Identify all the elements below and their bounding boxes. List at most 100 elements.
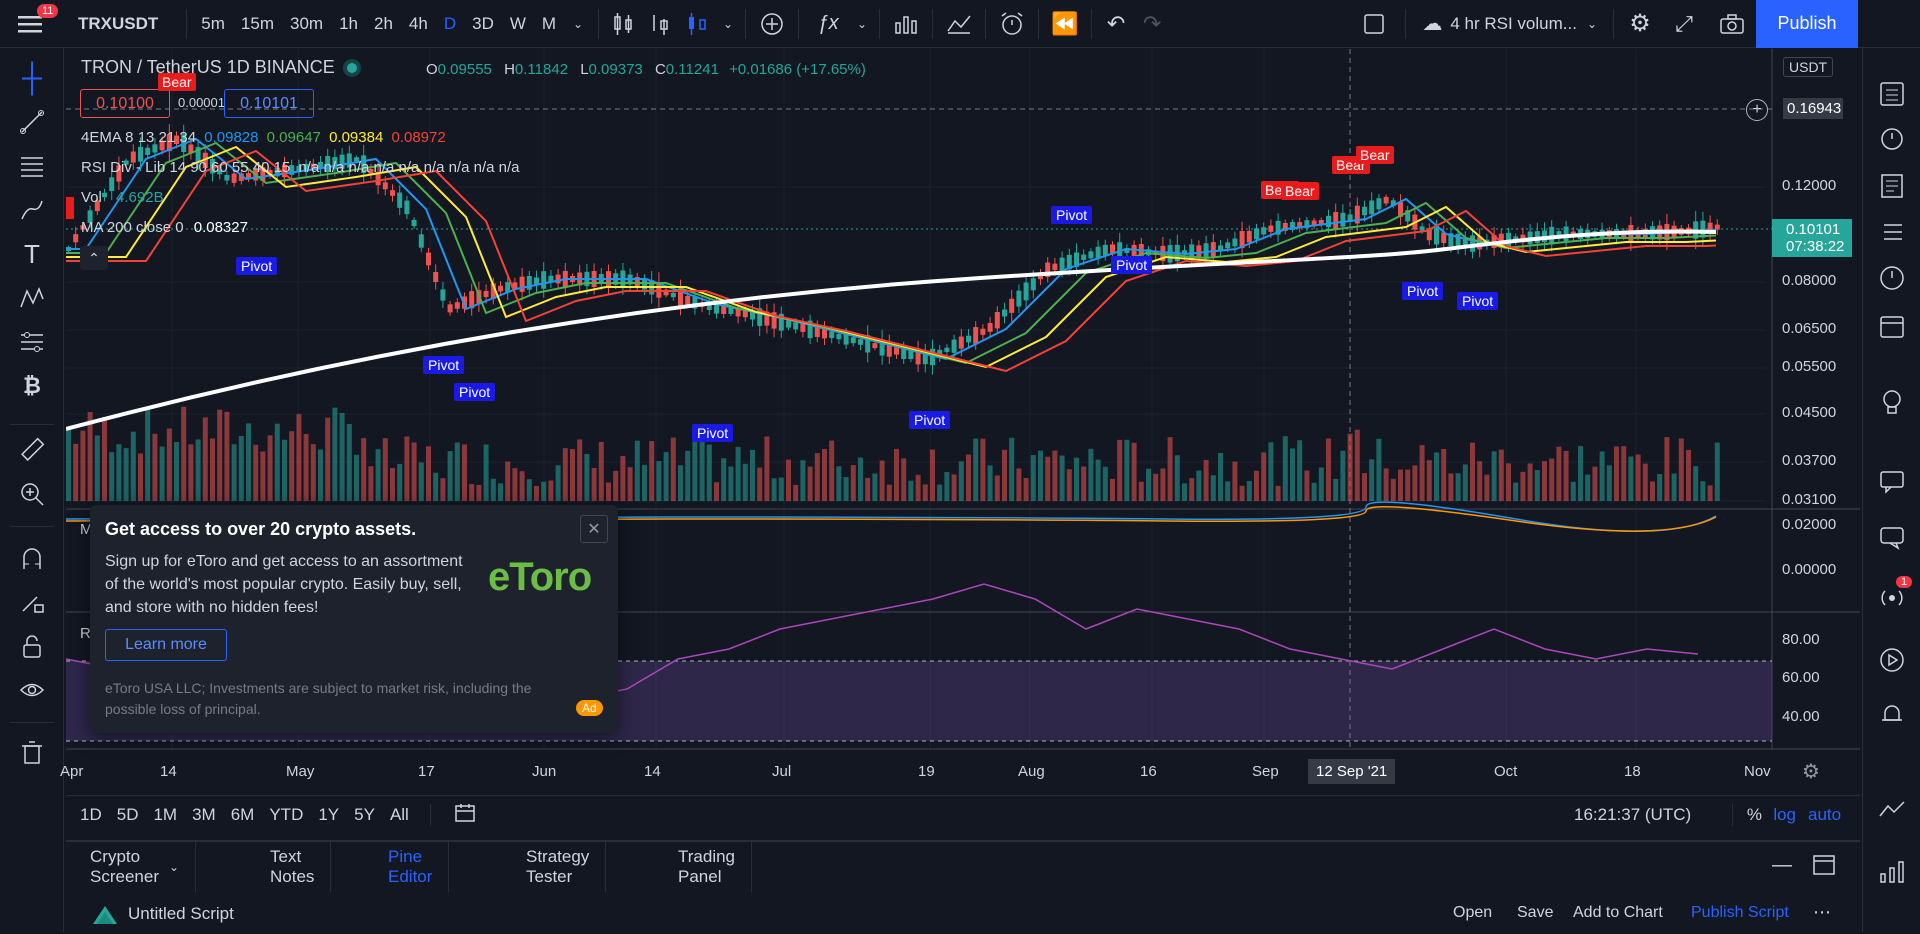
indicators-button[interactable]: ƒx (805, 0, 851, 48)
interval-4h[interactable]: 4h (408, 13, 428, 33)
measure-tool[interactable] (14, 432, 50, 468)
hide-tool[interactable] (14, 672, 50, 708)
interval-5m[interactable]: 5m (201, 13, 225, 33)
interval-15m[interactable]: 15m (240, 13, 274, 33)
interval-d[interactable]: D (443, 13, 457, 33)
minimize-panel-button[interactable]: — (1772, 854, 1792, 877)
fib-tool[interactable] (14, 148, 50, 184)
trend-line-tool[interactable] (14, 104, 50, 140)
range-1d[interactable]: 1D (80, 805, 102, 824)
tab-trading-panel[interactable]: Trading Panel (662, 842, 753, 892)
text-tool[interactable]: T (14, 236, 50, 272)
script-name[interactable]: Untitled Script (128, 904, 234, 923)
notifications-button[interactable]: 1 (1876, 576, 1913, 614)
bitcoin-tool[interactable]: ₿ (14, 368, 50, 404)
pattern-tool[interactable] (14, 280, 50, 316)
watchlist-button[interactable] (1876, 78, 1908, 110)
tab-text-notes[interactable]: Text Notes (254, 842, 332, 892)
script-add-to-chart-button[interactable]: Add to Chart (1573, 904, 1663, 921)
prediction-tool[interactable] (14, 324, 50, 360)
range-5d[interactable]: 5D (116, 805, 139, 824)
stay-drawing-tool[interactable] (14, 584, 50, 620)
ad-close-button[interactable]: ✕ (580, 515, 608, 543)
script-more-button[interactable]: ⋯ (1813, 902, 1831, 923)
hotlists-button[interactable] (1876, 216, 1908, 248)
range-3m[interactable]: 3M (192, 805, 216, 824)
goto-date-button[interactable] (454, 802, 476, 830)
tab-crypto-screener[interactable]: Crypto Screener ⌄ (74, 842, 197, 892)
ideas-button[interactable] (1876, 386, 1908, 418)
collapse-legend-button[interactable]: ⌃ (80, 246, 108, 270)
script-publish-button[interactable]: Publish Script (1691, 904, 1789, 921)
buy-button[interactable]: 0.10101 (224, 89, 314, 118)
alerts-button[interactable] (1876, 122, 1908, 154)
range-6m[interactable]: 6M (230, 805, 255, 824)
replay-button[interactable]: ⏪ (1045, 0, 1085, 48)
interval-3d[interactable]: 3D (472, 13, 494, 33)
range-ytd[interactable]: YTD (269, 805, 304, 824)
settings-button[interactable]: ⚙ (1620, 0, 1660, 48)
help-button[interactable] (1876, 698, 1908, 730)
calendar-button[interactable] (1876, 262, 1908, 294)
learn-more-button[interactable]: Learn more (105, 629, 227, 661)
clock-display[interactable]: 16:21:37 (UTC) (1574, 805, 1692, 824)
script-save-button[interactable]: Save (1517, 904, 1554, 921)
undo-button[interactable]: ↶ (1098, 0, 1134, 48)
fullscreen-layout-button[interactable] (1349, 0, 1399, 48)
interval-m[interactable]: M (541, 13, 557, 33)
log-scale-button[interactable]: log (1773, 805, 1796, 824)
signals-button[interactable] (1876, 856, 1908, 888)
fullscreen-button[interactable]: ⤢ (1660, 0, 1708, 48)
sell-button[interactable]: 0.10100 (80, 89, 170, 118)
live-button[interactable] (1876, 644, 1908, 676)
interval-dropdown[interactable]: ⌄ (564, 0, 592, 48)
symbol-search[interactable]: TRXUSDT (78, 13, 159, 33)
candles-style-button[interactable] (605, 0, 641, 48)
trading-panel-button[interactable] (1876, 794, 1908, 826)
zoom-tool[interactable] (14, 476, 50, 512)
redo-button[interactable]: ↷ (1134, 0, 1170, 48)
alert-button[interactable] (992, 0, 1032, 48)
economic-calendar-button[interactable] (1876, 310, 1908, 342)
candle-body (1290, 222, 1295, 230)
interval-2h[interactable]: 2h (373, 13, 393, 33)
publish-button[interactable]: Publish (1756, 0, 1858, 48)
tab-pine-editor[interactable]: Pine Editor (372, 842, 450, 892)
brush-tool[interactable] (14, 192, 50, 228)
add-alert-plus-button[interactable]: + (1746, 99, 1768, 121)
remove-drawings-tool[interactable] (14, 734, 50, 770)
lock-tool[interactable] (14, 628, 50, 664)
streams-button[interactable] (1876, 466, 1908, 498)
templates-button[interactable] (939, 0, 979, 48)
volume-bar (483, 444, 489, 501)
hollow-candles-button[interactable] (677, 0, 717, 48)
tab-strategy-tester[interactable]: Strategy Tester (510, 842, 607, 892)
percent-scale-button[interactable]: % (1746, 805, 1762, 824)
chart-settings-button[interactable]: ⚙ (1802, 759, 1820, 784)
chart-type-dropdown[interactable]: ⌄ (717, 0, 739, 48)
interval-w[interactable]: W (509, 13, 526, 33)
range-1m[interactable]: 1M (153, 805, 178, 824)
indicators-dropdown[interactable]: ⌄ (851, 0, 873, 48)
menu-button[interactable]: 11 (0, 0, 60, 48)
magnet-tool[interactable] (14, 540, 50, 576)
compare-button[interactable] (752, 0, 792, 48)
script-open-button[interactable]: Open (1453, 904, 1493, 921)
data-window-button[interactable] (1876, 170, 1908, 202)
candle-body (483, 290, 489, 297)
range-5y[interactable]: 5Y (354, 805, 375, 824)
layout-selector[interactable]: ☁ 4 hr RSI volum... ⌄ (1412, 0, 1607, 48)
bars-style-button[interactable] (641, 0, 677, 48)
candle-body (166, 134, 172, 152)
interval-30m[interactable]: 30m (289, 13, 324, 33)
chats-button[interactable] (1876, 522, 1908, 554)
maximize-panel-button[interactable] (1812, 854, 1836, 881)
range-1y[interactable]: 1Y (318, 805, 340, 824)
interval-1h[interactable]: 1h (339, 13, 358, 33)
crosshair-tool[interactable]: ┼ (14, 60, 50, 96)
currency-label[interactable]: USDT (1783, 57, 1834, 77)
financials-button[interactable] (886, 0, 926, 48)
auto-scale-button[interactable]: auto (1808, 805, 1842, 824)
range-all[interactable]: All (389, 805, 409, 824)
snapshot-button[interactable] (1708, 0, 1756, 48)
